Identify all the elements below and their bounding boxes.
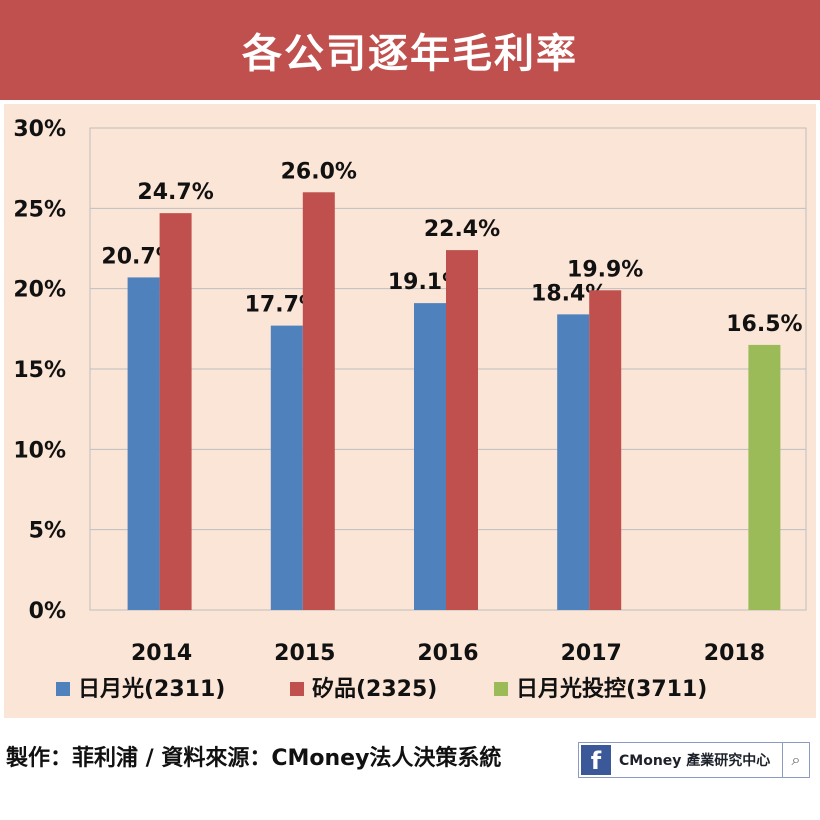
bar (302, 192, 335, 610)
bar (159, 213, 192, 611)
x-tick-label: 2017 (561, 641, 622, 666)
legend-swatch (56, 682, 70, 696)
legend-swatch (290, 682, 304, 696)
y-tick-label: 15% (13, 358, 66, 383)
data-label: 24.7% (137, 180, 213, 205)
data-label: 19.9% (567, 257, 643, 282)
search-icon[interactable]: ⌕ (782, 743, 809, 777)
data-label: 26.0% (281, 159, 357, 184)
chart-area: 0% 5% 10% 15% 20% 25% 30% 2014 20.7% 24.7% 2015 17.… (4, 104, 816, 718)
y-tick-label: 10% (13, 438, 66, 463)
legend-swatch (494, 682, 508, 696)
page-title: 各公司逐年毛利率 (242, 31, 578, 77)
data-label: 16.5% (726, 312, 802, 337)
chart-title-bar: 各公司逐年毛利率 (0, 0, 820, 100)
x-tick-label: 2018 (704, 641, 765, 666)
x-tick-label: 2015 (274, 641, 335, 666)
bar (446, 250, 478, 610)
y-tick-label: 30% (13, 117, 66, 142)
bar (270, 325, 303, 610)
facebook-icon: f (581, 745, 611, 775)
legend-label: 矽品(2325) (312, 676, 437, 702)
y-tick-label: 5% (29, 519, 66, 544)
y-tick-label: 20% (13, 278, 66, 303)
bar (414, 303, 446, 610)
facebook-page-badge[interactable]: f CMoney 產業研究中心 ⌕ (578, 742, 810, 778)
bar (127, 277, 160, 610)
bar-chart: 0%5%10%15%20%25%30%201420.7%24.7%201517.… (13, 117, 807, 702)
credit-text: 製作：菲利浦 / 資料來源：CMoney法人決策系統 (6, 746, 502, 771)
bar (589, 290, 622, 610)
y-tick-label: 0% (29, 599, 66, 624)
legend-label: 日月光投控(3711) (516, 676, 707, 702)
y-tick-label: 25% (13, 197, 66, 222)
bar (557, 314, 590, 610)
x-tick-label: 2014 (131, 641, 192, 666)
x-tick-label: 2016 (417, 641, 478, 666)
data-label: 22.4% (424, 217, 500, 242)
facebook-page-name: CMoney 產業研究中心 (619, 753, 771, 769)
bar (748, 344, 781, 610)
legend-label: 日月光(2311) (78, 677, 225, 702)
